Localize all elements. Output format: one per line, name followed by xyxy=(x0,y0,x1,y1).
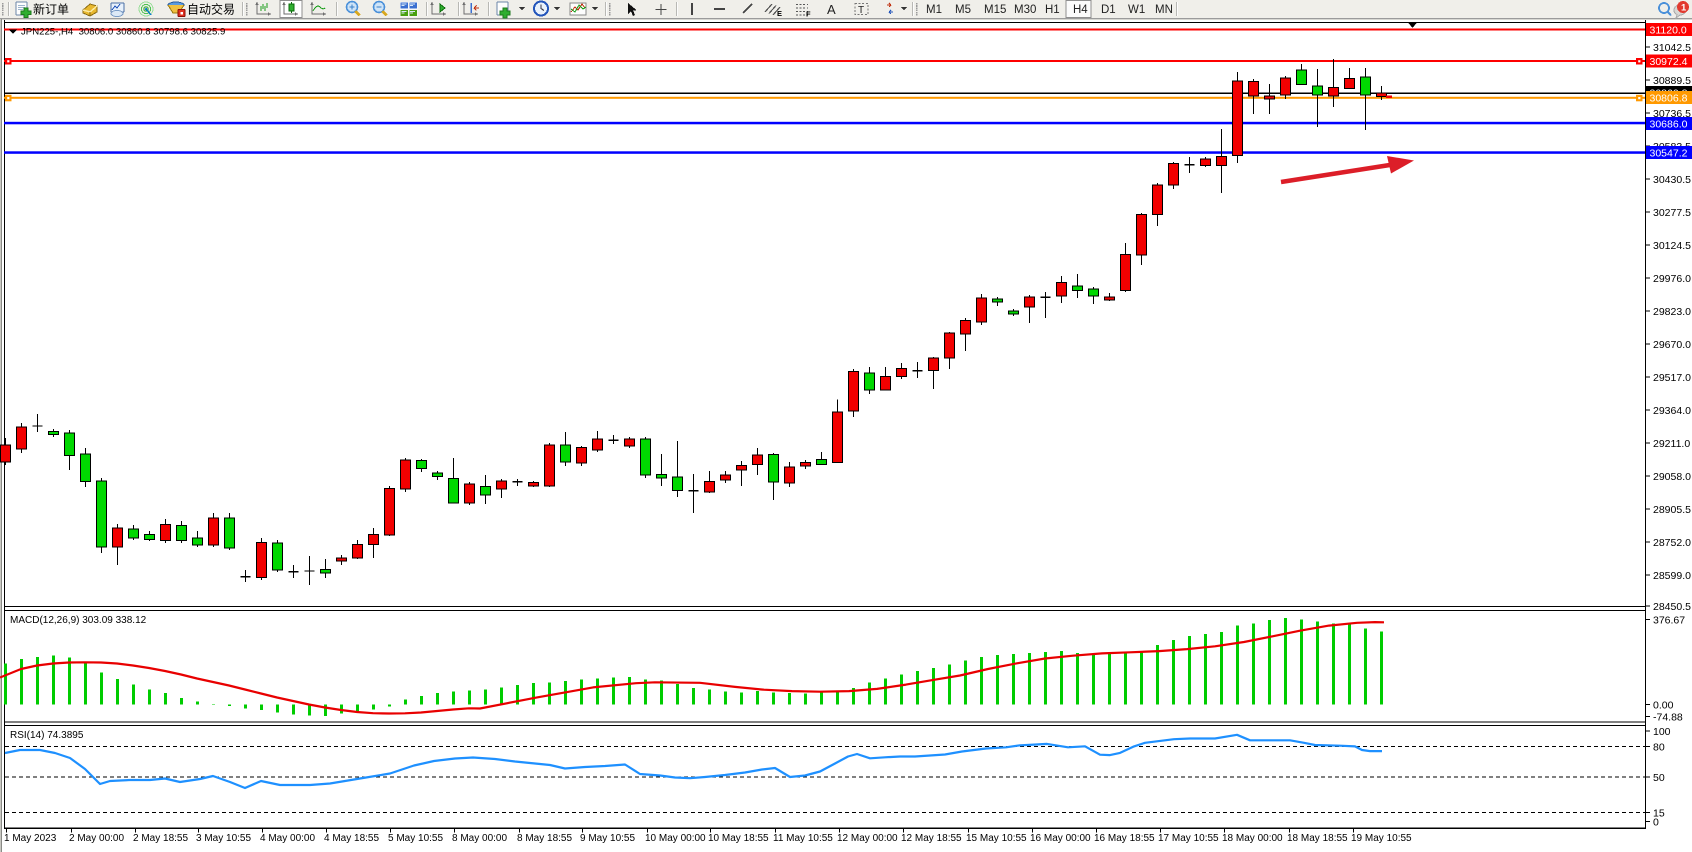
svg-text:15: 15 xyxy=(1653,808,1665,820)
svg-text:29823.0: 29823.0 xyxy=(1653,306,1691,318)
svg-text:50: 50 xyxy=(1653,772,1665,784)
svg-text:M30: M30 xyxy=(1014,4,1036,16)
svg-text:9 May 10:55: 9 May 10:55 xyxy=(580,833,635,844)
svg-text:5 May 10:55: 5 May 10:55 xyxy=(388,833,443,844)
svg-text:30124.5: 30124.5 xyxy=(1653,240,1691,252)
svg-text:M15: M15 xyxy=(984,4,1006,16)
svg-text:2 May 00:00: 2 May 00:00 xyxy=(69,833,124,844)
svg-text:MACD(12,26,9) 303.09 338.12: MACD(12,26,9) 303.09 338.12 xyxy=(10,615,147,626)
svg-text:18 May 00:00: 18 May 00:00 xyxy=(1222,833,1283,844)
svg-text:100: 100 xyxy=(1653,726,1671,738)
svg-text:28752.0: 28752.0 xyxy=(1653,537,1691,549)
svg-text:30277.5: 30277.5 xyxy=(1653,207,1691,219)
svg-text:JPN225-,H4 30806.0 30860.8 30: JPN225-,H4 30806.0 30860.8 30798.6 30825… xyxy=(21,27,225,38)
svg-text:12 May 00:00: 12 May 00:00 xyxy=(837,833,898,844)
svg-text:30547.2: 30547.2 xyxy=(1650,148,1688,160)
svg-text:3 May 10:55: 3 May 10:55 xyxy=(196,833,251,844)
svg-text:H1: H1 xyxy=(1045,4,1060,16)
svg-text:4 May 18:55: 4 May 18:55 xyxy=(324,833,379,844)
svg-text:16 May 18:55: 16 May 18:55 xyxy=(1094,833,1155,844)
svg-text:W1: W1 xyxy=(1128,4,1145,16)
svg-text:D1: D1 xyxy=(1101,4,1116,16)
svg-text:RSI(14) 74.3895: RSI(14) 74.3895 xyxy=(10,730,84,741)
svg-text:1 May 2023: 1 May 2023 xyxy=(4,833,57,844)
svg-text:M1: M1 xyxy=(926,4,942,16)
svg-text:10 May 00:00: 10 May 00:00 xyxy=(645,833,706,844)
svg-text:29058.0: 29058.0 xyxy=(1653,471,1691,483)
svg-text:-74.88: -74.88 xyxy=(1653,711,1683,723)
svg-text:16 May 00:00: 16 May 00:00 xyxy=(1030,833,1091,844)
svg-text:19 May 10:55: 19 May 10:55 xyxy=(1351,833,1412,844)
svg-text:T: T xyxy=(858,5,864,16)
svg-text:29670.0: 29670.0 xyxy=(1653,339,1691,351)
svg-text:自动交易: 自动交易 xyxy=(187,2,235,17)
svg-text:0: 0 xyxy=(1653,817,1659,829)
svg-text:30806.8: 30806.8 xyxy=(1650,93,1688,105)
svg-text:A: A xyxy=(827,2,836,17)
svg-text:11 May 10:55: 11 May 10:55 xyxy=(773,833,833,844)
svg-text:2 May 18:55: 2 May 18:55 xyxy=(133,833,188,844)
svg-text:30686.0: 30686.0 xyxy=(1650,119,1688,131)
svg-text:H4: H4 xyxy=(1073,4,1088,16)
svg-text:31042.5: 31042.5 xyxy=(1653,42,1691,54)
svg-text:8 May 00:00: 8 May 00:00 xyxy=(452,833,507,844)
svg-text:28450.5: 28450.5 xyxy=(1653,601,1691,613)
svg-text:10 May 18:55: 10 May 18:55 xyxy=(708,833,769,844)
svg-text:4 May 00:00: 4 May 00:00 xyxy=(260,833,315,844)
svg-text:M5: M5 xyxy=(955,4,971,16)
svg-text:E: E xyxy=(777,9,782,18)
svg-text:1: 1 xyxy=(1681,3,1687,14)
svg-text:0.00: 0.00 xyxy=(1653,700,1674,712)
svg-text:80: 80 xyxy=(1653,741,1665,753)
svg-text:F: F xyxy=(806,10,811,19)
svg-text:12 May 18:55: 12 May 18:55 xyxy=(901,833,962,844)
svg-text:29976.0: 29976.0 xyxy=(1653,273,1691,285)
svg-text:29517.0: 29517.0 xyxy=(1653,372,1691,384)
svg-text:15 May 10:55: 15 May 10:55 xyxy=(966,833,1027,844)
svg-text:29364.0: 29364.0 xyxy=(1653,405,1691,417)
svg-text:29211.0: 29211.0 xyxy=(1653,438,1690,450)
svg-text:18 May 18:55: 18 May 18:55 xyxy=(1287,833,1348,844)
svg-text:28905.5: 28905.5 xyxy=(1653,504,1691,516)
svg-text:新订单: 新订单 xyxy=(33,2,69,17)
svg-text:31120.0: 31120.0 xyxy=(1650,25,1687,37)
svg-text:30972.4: 30972.4 xyxy=(1650,56,1688,68)
svg-text:8 May 18:55: 8 May 18:55 xyxy=(517,833,572,844)
svg-text:28599.0: 28599.0 xyxy=(1653,570,1691,582)
svg-text:17 May 10:55: 17 May 10:55 xyxy=(1158,833,1219,844)
svg-text:30889.5: 30889.5 xyxy=(1653,75,1691,87)
svg-text:30430.5: 30430.5 xyxy=(1653,174,1691,186)
svg-text:MN: MN xyxy=(1155,4,1173,16)
svg-text:376.67: 376.67 xyxy=(1653,615,1685,627)
